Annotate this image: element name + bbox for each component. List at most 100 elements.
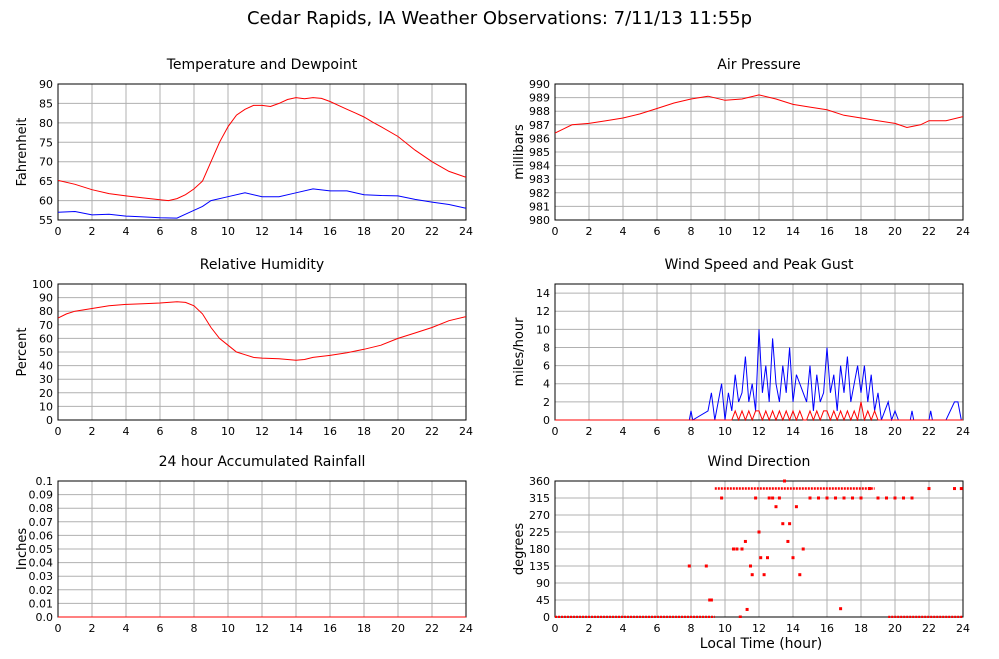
direction-point xyxy=(868,487,871,491)
y-tick-label: 984 xyxy=(529,160,550,173)
x-tick-label: 4 xyxy=(620,425,627,438)
x-tick-label: 18 xyxy=(357,622,371,635)
y-tick-label: 0.1 xyxy=(36,475,54,488)
y-tick-label: 55 xyxy=(39,214,53,227)
x-tick-label: 18 xyxy=(357,225,371,238)
x-tick-label: 24 xyxy=(459,425,473,438)
x-tick-label: 24 xyxy=(956,425,970,438)
y-tick-label: 0.01 xyxy=(29,597,54,610)
x-tick-label: 2 xyxy=(586,225,593,238)
x-tick-label: 8 xyxy=(191,425,198,438)
y-tick-label: 2 xyxy=(543,396,550,409)
y-axis-label: millibars xyxy=(512,124,527,180)
direction-point xyxy=(757,530,761,534)
y-tick-label: 90 xyxy=(39,78,53,91)
direction-point xyxy=(801,547,805,551)
y-tick-label: 20 xyxy=(39,387,53,400)
direction-point xyxy=(762,573,766,577)
y-tick-label: 50 xyxy=(39,346,53,359)
x-tick-label: 6 xyxy=(157,425,164,438)
y-tick-label: 12 xyxy=(536,305,550,318)
direction-point xyxy=(750,573,754,577)
x-tick-label: 8 xyxy=(688,622,695,635)
x-tick-label: 0 xyxy=(55,225,62,238)
direction-point xyxy=(720,496,724,500)
direction-point xyxy=(781,522,785,526)
x-tick-label: 6 xyxy=(654,225,661,238)
plot-frame xyxy=(57,83,467,221)
direction-point xyxy=(910,496,914,500)
direction-point xyxy=(749,564,752,568)
x-tick-label: 16 xyxy=(323,622,337,635)
series-line-0 xyxy=(58,97,466,202)
x-tick-label: 24 xyxy=(956,622,970,635)
x-tick-label: 8 xyxy=(688,425,695,438)
plot-data xyxy=(555,329,963,421)
y-tick-label: 225 xyxy=(529,526,550,539)
x-tick-label: 20 xyxy=(888,622,902,635)
x-tick-label: 10 xyxy=(718,425,732,438)
x-axis-title: Local Time (hour) xyxy=(699,636,823,652)
y-tick-label: 4 xyxy=(543,378,550,391)
series-line-0 xyxy=(58,301,466,361)
x-tick-label: 12 xyxy=(752,622,766,635)
x-tick-label: 22 xyxy=(922,225,936,238)
x-tick-label: 16 xyxy=(323,225,337,238)
y-tick-label: 270 xyxy=(529,509,550,522)
x-tick-label: 14 xyxy=(786,425,800,438)
direction-point xyxy=(759,556,763,560)
direction-point xyxy=(927,487,931,491)
y-tick-label: 90 xyxy=(39,292,53,305)
x-tick-label: 18 xyxy=(854,225,868,238)
x-tick-label: 24 xyxy=(956,225,970,238)
direction-point xyxy=(959,487,963,491)
y-tick-label: 80 xyxy=(39,305,53,318)
y-tick-label: 10 xyxy=(39,400,53,413)
y-axis-label: Fahrenheit xyxy=(15,118,30,187)
y-tick-label: 0.06 xyxy=(29,529,54,542)
direction-point xyxy=(791,556,795,560)
y-axis-label: Percent xyxy=(15,328,30,377)
direction-point xyxy=(794,505,798,509)
y-tick-label: 989 xyxy=(529,92,550,105)
y-tick-label: 0.04 xyxy=(29,557,54,570)
chart-title: Wind Direction xyxy=(708,454,811,470)
y-tick-label: 0 xyxy=(543,611,550,624)
direction-point xyxy=(783,479,786,483)
y-tick-label: 360 xyxy=(529,475,550,488)
direction-point xyxy=(893,496,897,500)
plot-frame xyxy=(554,480,964,618)
direction-point xyxy=(704,564,708,568)
y-tick-label: 10 xyxy=(536,323,550,336)
y-tick-label: 60 xyxy=(39,332,53,345)
direction-point xyxy=(798,573,802,577)
x-tick-label: 18 xyxy=(357,425,371,438)
x-tick-label: 10 xyxy=(718,225,732,238)
y-tick-label: 70 xyxy=(39,156,53,169)
plot-data xyxy=(555,94,963,134)
x-tick-label: 12 xyxy=(752,225,766,238)
y-tick-label: 985 xyxy=(529,146,550,159)
direction-point xyxy=(876,496,880,500)
y-tick-label: 981 xyxy=(529,200,550,213)
direction-point xyxy=(777,496,781,500)
y-axis-label: miles/hour xyxy=(512,317,527,386)
x-tick-label: 16 xyxy=(820,425,834,438)
y-tick-label: 70 xyxy=(39,319,53,332)
y-tick-label: 0.02 xyxy=(29,584,54,597)
direction-point xyxy=(732,547,735,551)
x-tick-label: 0 xyxy=(55,622,62,635)
x-tick-label: 4 xyxy=(620,225,627,238)
x-tick-label: 6 xyxy=(654,425,661,438)
y-tick-label: 80 xyxy=(39,117,53,130)
x-tick-label: 16 xyxy=(820,225,834,238)
x-tick-label: 4 xyxy=(123,425,130,438)
plot-frame xyxy=(554,283,964,421)
y-tick-label: 0.0 xyxy=(36,611,54,624)
x-tick-label: 20 xyxy=(888,225,902,238)
direction-point xyxy=(885,496,888,500)
